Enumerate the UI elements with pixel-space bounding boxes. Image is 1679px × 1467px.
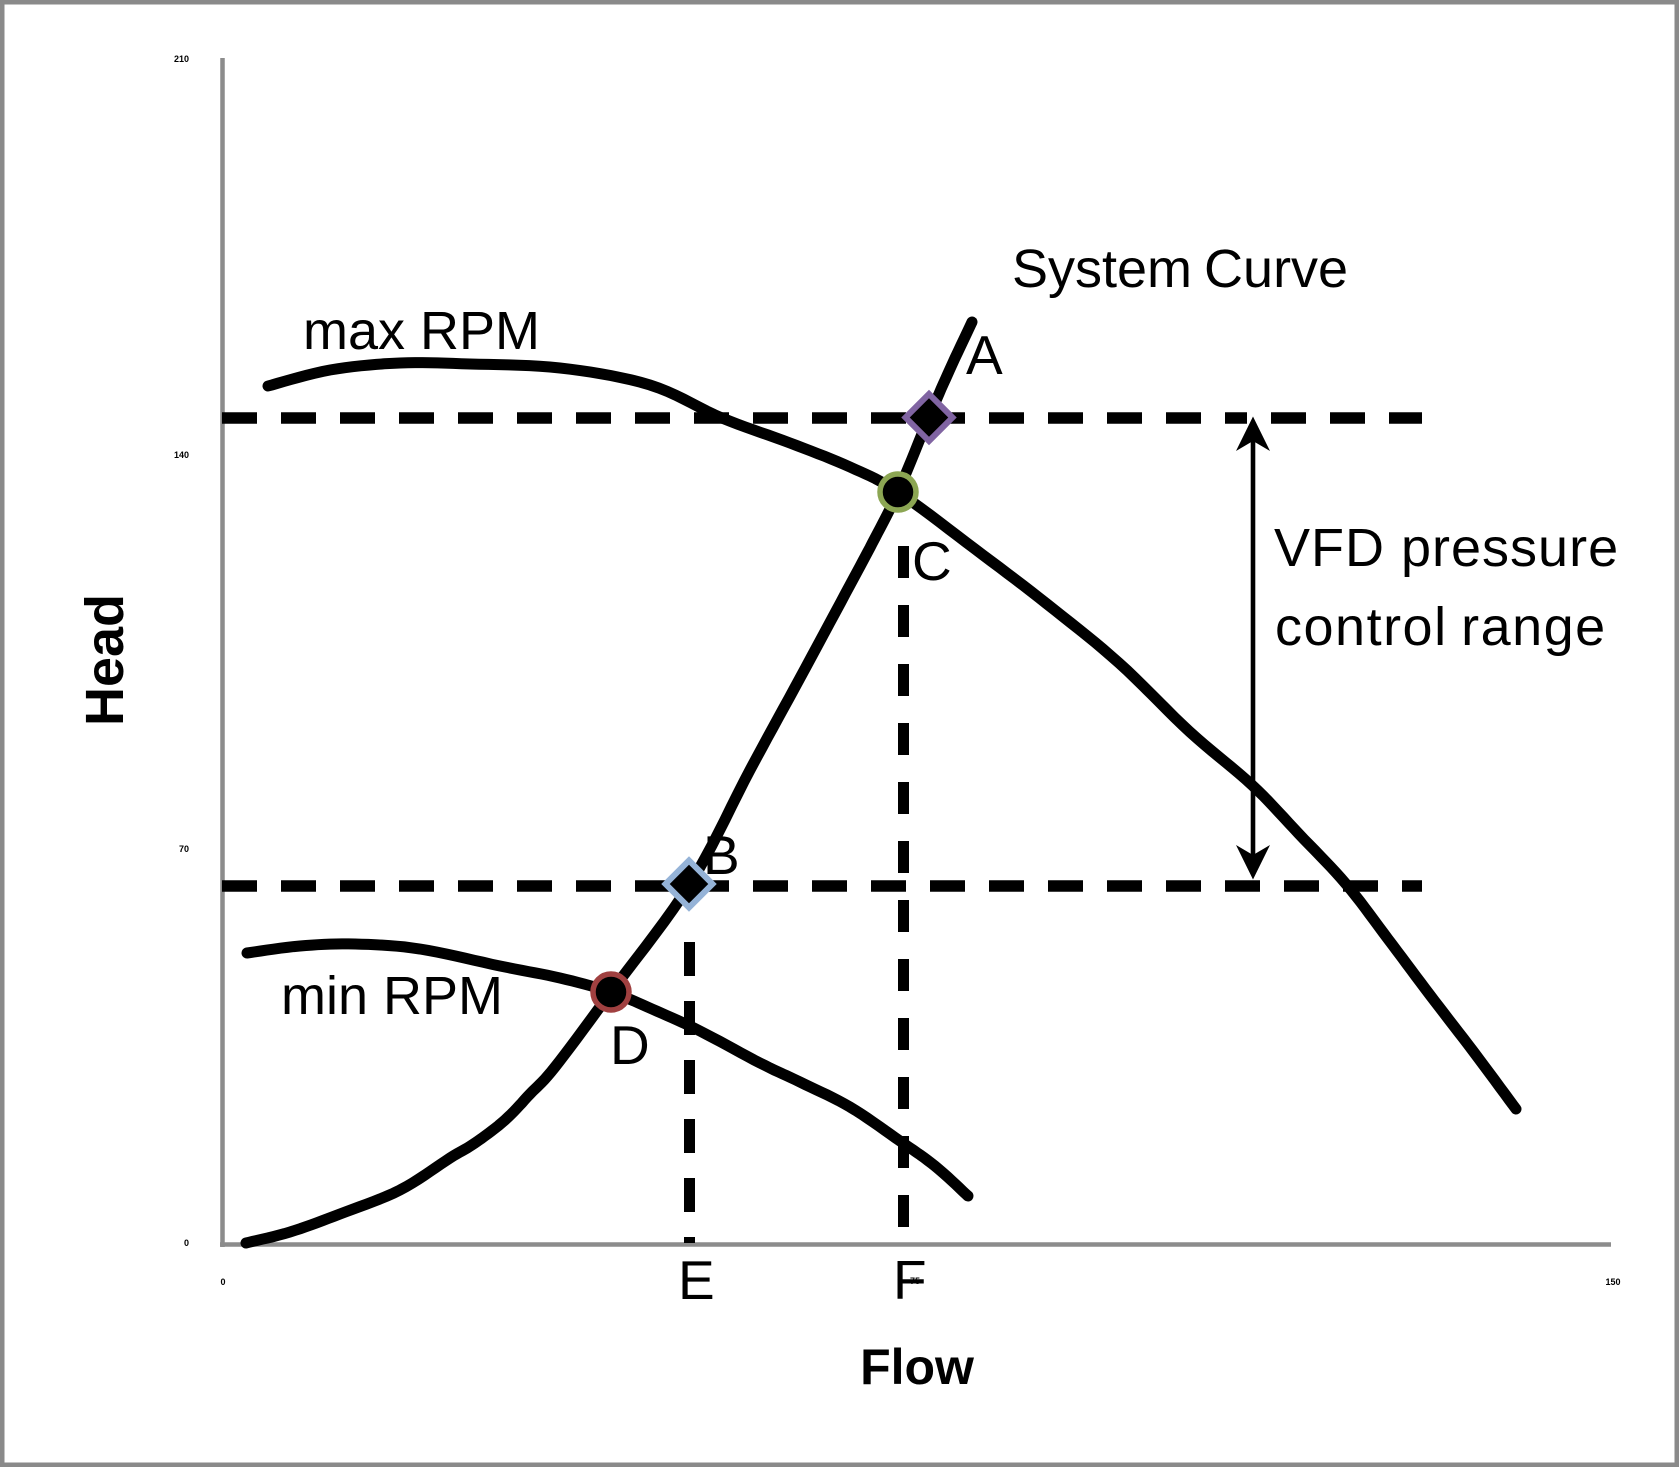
svg-text:0: 0 bbox=[220, 1277, 225, 1287]
svg-text:A: A bbox=[966, 324, 1003, 386]
svg-text:140: 140 bbox=[174, 450, 189, 460]
svg-text:E: E bbox=[678, 1249, 715, 1311]
svg-text:max RPM: max RPM bbox=[303, 301, 540, 361]
svg-text:C: C bbox=[912, 530, 952, 592]
svg-text:D: D bbox=[610, 1014, 650, 1076]
svg-text:Flow: Flow bbox=[860, 1339, 974, 1395]
svg-text:210: 210 bbox=[174, 54, 189, 64]
svg-text:70: 70 bbox=[179, 844, 189, 854]
svg-text:B: B bbox=[703, 824, 740, 886]
svg-text:Head: Head bbox=[75, 594, 135, 726]
svg-text:F: F bbox=[893, 1249, 927, 1311]
svg-text:0: 0 bbox=[184, 1238, 189, 1248]
svg-text:System Curve: System Curve bbox=[1012, 239, 1348, 299]
svg-text:75: 75 bbox=[910, 1276, 920, 1286]
svg-text:min RPM: min RPM bbox=[281, 966, 503, 1026]
svg-text:VFD pressure: VFD pressure bbox=[1274, 518, 1619, 578]
svg-text:150: 150 bbox=[1605, 1277, 1620, 1287]
svg-text:control range: control range bbox=[1275, 597, 1607, 657]
